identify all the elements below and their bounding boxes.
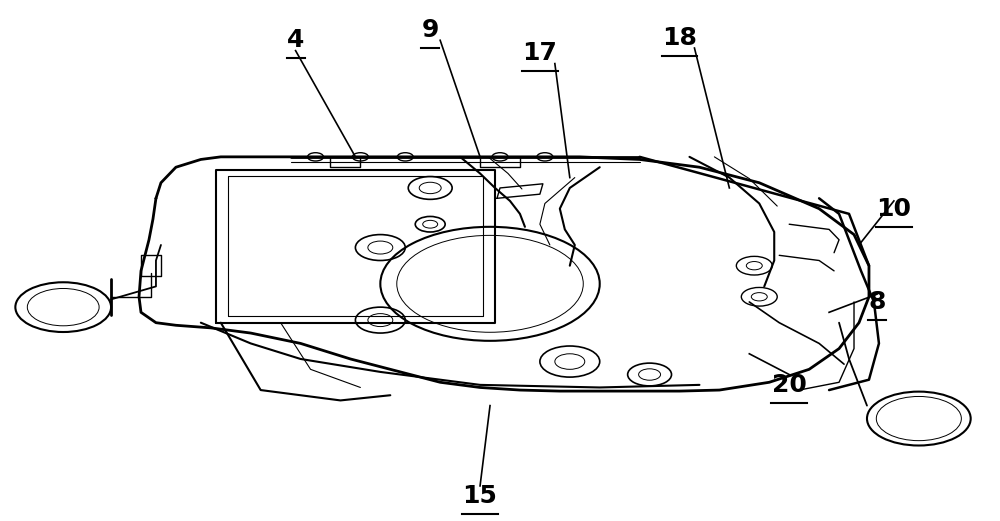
Text: 9: 9 <box>422 18 439 42</box>
Text: 17: 17 <box>522 41 557 65</box>
Text: 15: 15 <box>463 485 497 508</box>
Text: 18: 18 <box>662 26 697 49</box>
Text: 20: 20 <box>772 373 807 397</box>
Text: 8: 8 <box>868 290 886 314</box>
Text: 10: 10 <box>876 197 911 221</box>
Text: 4: 4 <box>287 28 304 52</box>
